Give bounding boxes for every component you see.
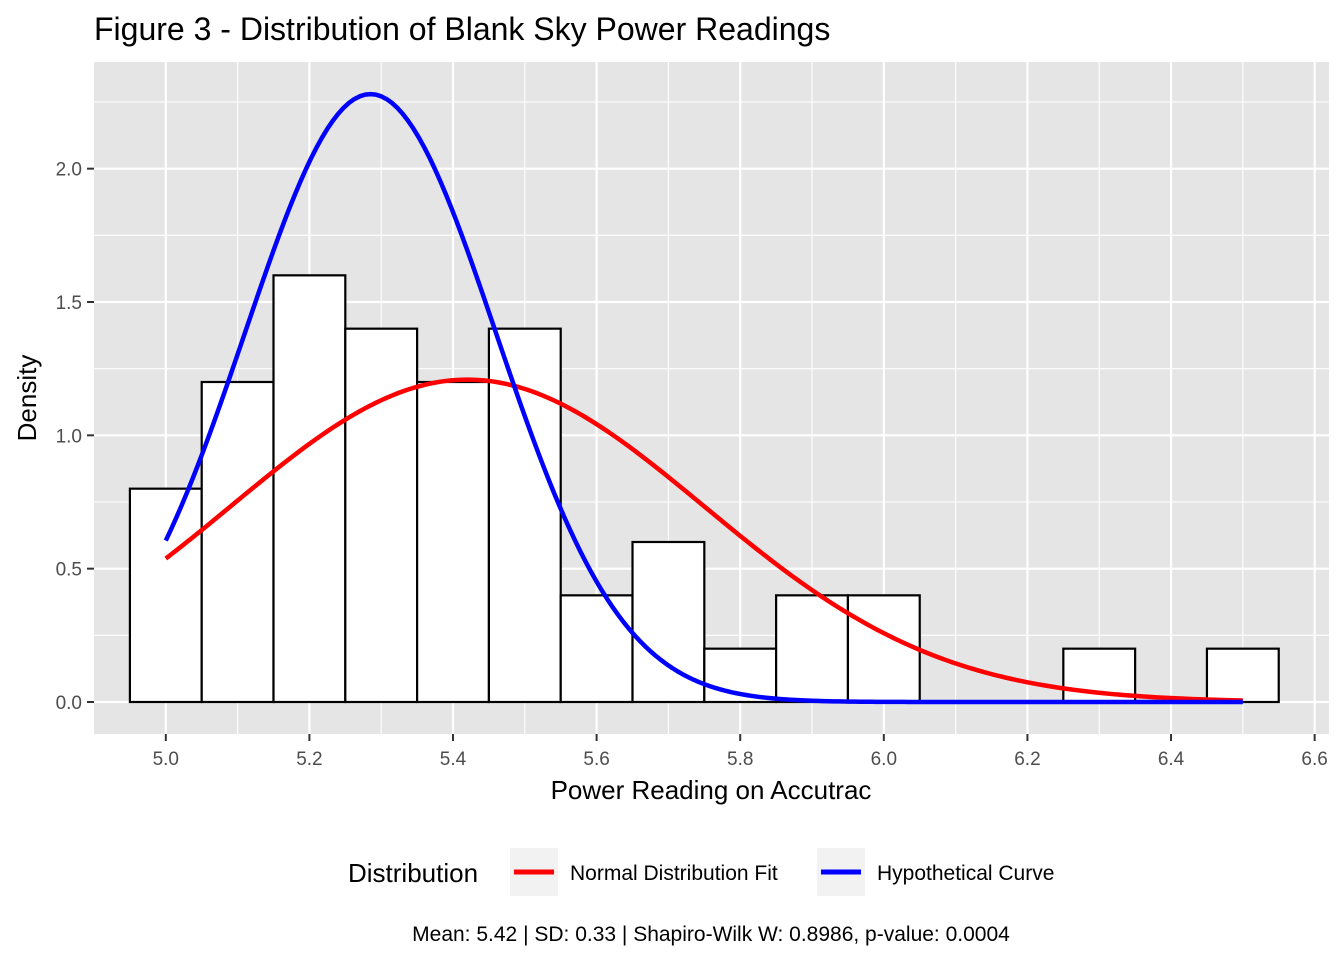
x-tick-label: 5.0 [153,749,179,770]
normal-fit-curve [164,377,1243,703]
x-tick-label: 6.0 [871,749,897,770]
chart-title: Figure 3 - Distribution of Blank Sky Pow… [94,11,830,47]
histogram-bar [559,594,634,704]
y-axis-title: Density [12,355,42,442]
x-tick-label: 5.4 [440,749,467,770]
x-axis-title: Power Reading on Accutrac [551,775,872,805]
x-tick-label: 6.4 [1158,749,1185,770]
x-tick-label: 6.6 [1301,749,1327,770]
x-tick-label: 5.6 [583,749,609,770]
caption: Mean: 5.42 | SD: 0.33 | Shapiro-Wilk W: … [412,923,1010,946]
legend-label-normal-fit: Normal Distribution Fit [570,862,778,885]
density-curves [163,91,1243,705]
histogram-bar [775,594,850,704]
y-axis: 0.0 0.5 1.0 1.5 2.0 [56,160,94,714]
x-tick-label: 6.2 [1014,749,1040,770]
y-tick-label: 1.0 [56,426,82,447]
histogram-bar [846,594,921,704]
histogram-bar [344,327,419,704]
histogram-bar [128,487,203,704]
histogram-bar [1205,647,1280,704]
histogram-bar [631,540,706,704]
legend-label-hypothetical: Hypothetical Curve [877,862,1054,885]
x-tick-label: 5.8 [727,749,753,770]
histogram-bar [416,380,491,704]
y-tick-label: 2.0 [56,160,82,181]
y-tick-label: 0.5 [56,560,82,581]
y-tick-label: 0.0 [56,693,82,714]
y-tick-label: 1.5 [56,293,82,314]
x-axis: 5.0 5.2 5.4 5.6 5.8 6.0 6.2 6.4 6.6 [153,734,1328,770]
histogram-bars [128,274,1280,704]
legend-title: Distribution [348,858,478,888]
x-tick-label: 5.2 [296,749,322,770]
hypothetical-curve [163,91,1243,705]
histogram-bar [272,274,347,704]
legend: Distribution Normal Distribution Fit Hyp… [348,848,1054,896]
